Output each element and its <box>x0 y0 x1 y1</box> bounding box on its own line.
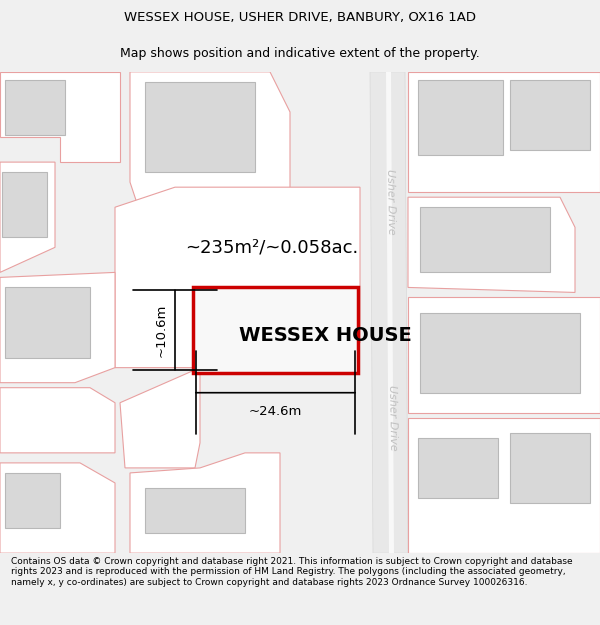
Polygon shape <box>0 272 115 382</box>
Polygon shape <box>0 162 55 272</box>
Bar <box>5 288 90 357</box>
Polygon shape <box>408 418 600 553</box>
Text: Usher Drive: Usher Drive <box>388 385 398 451</box>
Bar <box>510 432 590 503</box>
Bar <box>418 438 498 498</box>
Text: ~235m²/~0.058ac.: ~235m²/~0.058ac. <box>185 238 358 256</box>
Polygon shape <box>130 453 280 553</box>
Bar <box>193 288 358 372</box>
Bar <box>2 172 47 238</box>
Bar <box>418 80 503 155</box>
Polygon shape <box>0 463 115 553</box>
Bar <box>145 82 255 172</box>
Text: WESSEX HOUSE: WESSEX HOUSE <box>239 326 412 344</box>
Polygon shape <box>408 72 600 192</box>
Polygon shape <box>120 368 200 468</box>
Text: Usher Drive: Usher Drive <box>385 169 397 235</box>
Text: ~10.6m: ~10.6m <box>155 303 168 357</box>
Bar <box>420 312 580 392</box>
Text: ~24.6m: ~24.6m <box>249 405 302 418</box>
Polygon shape <box>115 187 360 368</box>
Polygon shape <box>408 198 575 292</box>
Bar <box>5 473 60 528</box>
Bar <box>195 292 295 357</box>
Text: Contains OS data © Crown copyright and database right 2021. This information is : Contains OS data © Crown copyright and d… <box>11 557 572 586</box>
Text: WESSEX HOUSE, USHER DRIVE, BANBURY, OX16 1AD: WESSEX HOUSE, USHER DRIVE, BANBURY, OX16… <box>124 11 476 24</box>
Bar <box>5 80 65 135</box>
Polygon shape <box>130 72 290 213</box>
Polygon shape <box>0 72 120 162</box>
Polygon shape <box>0 388 115 453</box>
Polygon shape <box>386 72 394 553</box>
Bar <box>420 208 550 272</box>
Text: Map shows position and indicative extent of the property.: Map shows position and indicative extent… <box>120 48 480 61</box>
Bar <box>510 80 590 150</box>
Polygon shape <box>370 72 408 553</box>
Polygon shape <box>408 298 600 412</box>
Bar <box>145 488 245 533</box>
